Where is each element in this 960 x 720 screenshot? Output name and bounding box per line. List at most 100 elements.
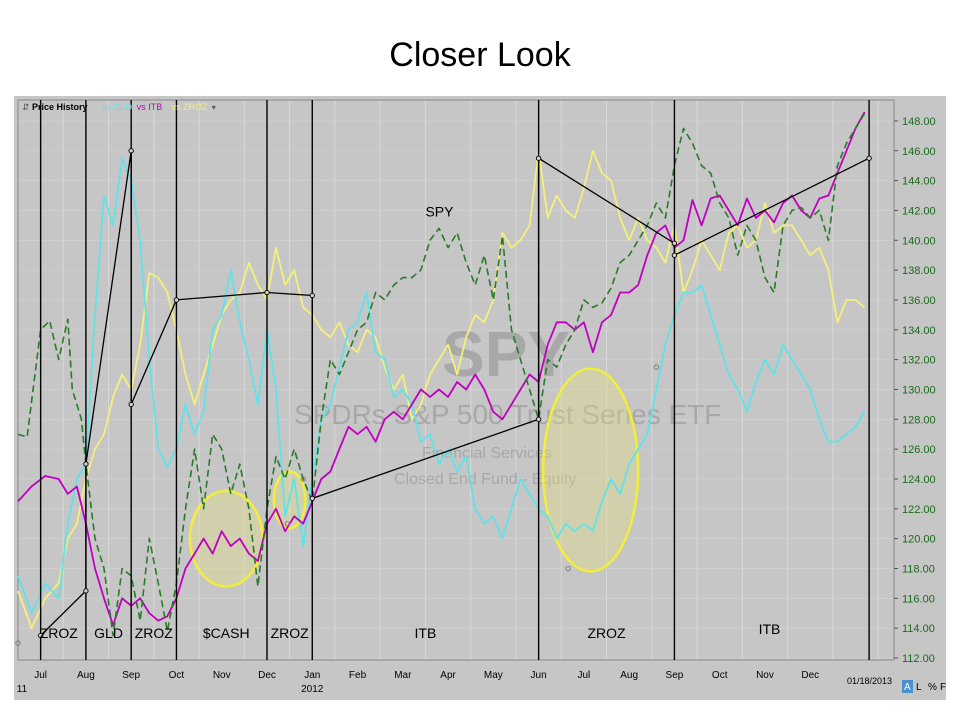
series-line-itb (17, 111, 866, 627)
series-line-zroz (17, 149, 866, 630)
plot-border (17, 99, 895, 661)
y-tick-label: 138.00 (902, 265, 936, 277)
legend-marker: ⇵ (22, 102, 30, 112)
stray-marker (565, 565, 571, 572)
x-tick-label: Nov (756, 670, 774, 681)
end-date-label: 01/18/2013 (847, 676, 892, 686)
period-label: ZROZ (135, 625, 174, 641)
y-tick-label: 126.00 (902, 444, 936, 456)
y-tick-label: 134.00 (902, 325, 936, 337)
y-tick-label: 124.00 (902, 474, 936, 486)
swap-point (309, 495, 315, 502)
legend-item: vs ITB (137, 102, 163, 112)
period-labels: ZROZ GLD ZROZ $CASH ZROZ ITB ZROZ ITB (40, 621, 781, 641)
x-tick-label: Jun (531, 670, 547, 681)
watermark: SPY SPDRs S&P 500 Trust Series ETF Finan… (294, 318, 721, 488)
x-tick-label: Oct (169, 670, 185, 681)
period-label: $CASH (203, 625, 250, 641)
corner-control: F (940, 682, 946, 693)
swap-point (173, 297, 180, 303)
period-label: ZROZ (40, 625, 79, 641)
y-tick-label: 118.00 (902, 563, 935, 575)
period-label: ITB (415, 625, 437, 641)
y-tick-label: 142.00 (902, 205, 936, 217)
watermark-symbol: SPY (442, 318, 570, 390)
x-tick-label: Nov (213, 670, 231, 681)
y-tick-label: 148.00 (902, 116, 936, 128)
corner-control: A (904, 682, 911, 693)
y-tick-label: 130.00 (902, 384, 936, 396)
x-tick-label: Aug (77, 670, 95, 681)
y-tick-label: 132.00 (902, 355, 936, 367)
stray-markers (15, 364, 659, 646)
x-tick-label: Sep (122, 670, 140, 681)
corner-control: % (928, 682, 937, 693)
x-tick-label: Aug (620, 670, 638, 681)
x-tick-label: Mar (394, 670, 412, 681)
series-lines (17, 111, 866, 637)
swap-connector-line (40, 150, 870, 637)
highlight-circle (541, 367, 640, 573)
swap-point (535, 155, 542, 161)
y-tick-label: 144.00 (902, 176, 936, 188)
stray-marker (653, 364, 659, 370)
swap-point (535, 416, 542, 422)
swap-point (83, 588, 89, 594)
swap-point (128, 401, 134, 408)
y-tick-label: 122.00 (902, 504, 936, 516)
series-line-gld (17, 157, 866, 615)
y-tick-label: 120.00 (902, 534, 936, 546)
stray-marker (300, 476, 306, 482)
y-tick-label: 136.00 (902, 295, 936, 307)
watermark-category: Closed End Fund - Equity (394, 471, 576, 488)
x-axis: Jul Aug Sep Oct Nov Dec Jan Feb Mar Apr May Jun Jul A… (17, 670, 892, 695)
gridlines (17, 99, 895, 661)
highlight-circles (188, 367, 640, 588)
x-sub-label: 2012 (301, 684, 324, 695)
x-tick-label: Jan (304, 670, 320, 681)
spy-series-label: SPY (425, 203, 454, 219)
x-tick-label: Apr (440, 670, 456, 681)
y-tick-label: 112.00 (902, 653, 935, 665)
period-label: ITB (759, 621, 781, 637)
watermark-name: SPDRs S&P 500 Trust Series ETF (294, 399, 721, 430)
x-tick-label: Oct (712, 670, 728, 681)
y-tick-label: 114.00 (902, 623, 935, 635)
swap-point (128, 148, 134, 154)
x-tick-label: Dec (801, 670, 819, 681)
period-label: GLD (94, 625, 123, 641)
corner-control-highlight (902, 680, 913, 693)
x-tick-label: May (484, 670, 503, 681)
swap-point (866, 155, 872, 161)
corner-controls: A L% F (902, 680, 946, 693)
swap-point (264, 289, 270, 296)
legend-item: vs ZROZ (172, 102, 208, 112)
slide-title: Closer Look (389, 36, 571, 74)
swap-path (37, 148, 872, 639)
legend-dropdown-icon: ▾ (212, 103, 216, 112)
stray-marker (15, 640, 21, 646)
y-axis: 148.00 146.00 144.00 142.00 140.00 138.00 136.… (894, 116, 936, 665)
price-history-chart: SPY SPDRs S&P 500 Trust Series ETF Finan… (14, 96, 946, 700)
x-tick-label: Jul (577, 670, 590, 681)
y-tick-label: 116.00 (902, 593, 935, 605)
legend-item: vs GLD (102, 102, 133, 112)
y-tick-label: 146.00 (902, 146, 936, 158)
chart-svg: SPY SPDRs S&P 500 Trust Series ETF Finan… (14, 96, 946, 700)
swap-point (83, 461, 89, 467)
legend-prefix: Price History (32, 102, 88, 112)
swap-point (309, 292, 315, 299)
x-tick-label: Jul (34, 670, 47, 681)
x-tick-label: Sep (666, 670, 684, 681)
x-sub-label: 11 (17, 684, 28, 695)
corner-control: L (916, 682, 922, 693)
y-tick-label: 140.00 (902, 235, 936, 247)
period-label: ZROZ (271, 625, 310, 641)
legend: ⇵ Price History vs GLD vs ITB vs ZROZ ▾ (22, 102, 216, 112)
swap-point (671, 252, 678, 258)
swap-point (671, 240, 678, 246)
x-tick-label: Dec (258, 670, 276, 681)
period-label: ZROZ (587, 625, 626, 641)
swap-point (37, 632, 44, 639)
stray-marker (284, 521, 291, 527)
